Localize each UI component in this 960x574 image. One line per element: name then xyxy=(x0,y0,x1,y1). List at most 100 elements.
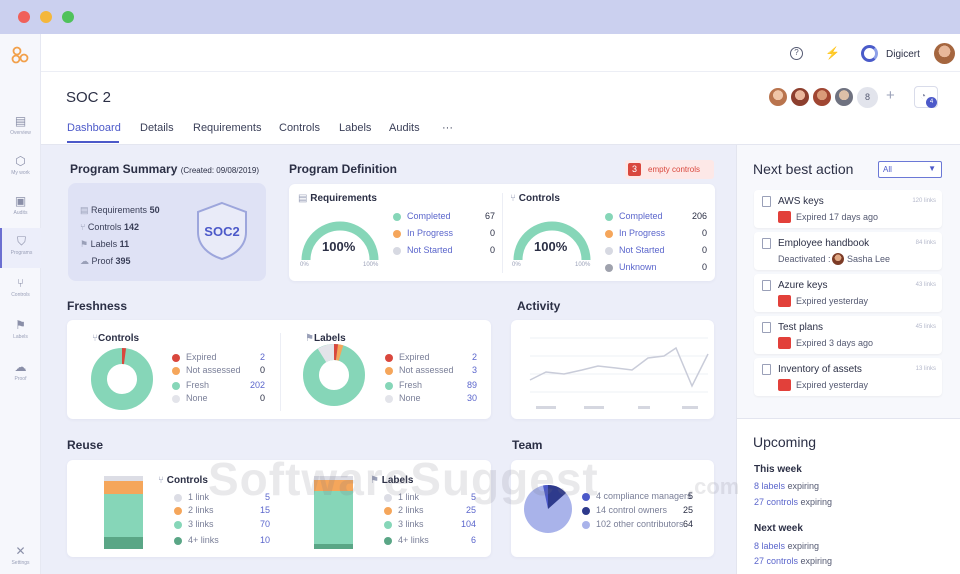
controls-gauge-max: 100% xyxy=(575,262,591,268)
rl-2-links-value[interactable]: 25 xyxy=(465,505,476,515)
req-legend-not-started: Not Started xyxy=(393,243,453,257)
member-avatar[interactable] xyxy=(811,86,833,108)
nba-item-links: 84 links xyxy=(915,240,936,246)
member-avatar[interactable] xyxy=(833,86,855,108)
minimize-window-button[interactable] xyxy=(40,11,52,23)
tab-audits[interactable]: Audits xyxy=(389,122,420,134)
help-icon[interactable]: ? xyxy=(790,47,803,60)
sidebar-item-programs[interactable]: ⛉ Programs xyxy=(0,228,41,268)
fc-expired: Expired xyxy=(172,350,217,364)
sidebar-item-proof[interactable]: ☁ Proof xyxy=(14,360,27,382)
tab-details[interactable]: Details xyxy=(140,122,174,134)
rl-2-links: 2 links xyxy=(384,503,424,517)
fc-fresh-value[interactable]: 202 xyxy=(249,380,265,390)
upcoming-title: Upcoming xyxy=(753,434,817,450)
rl-1-link-value[interactable]: 5 xyxy=(470,492,476,502)
soc2-shield-badge: SOC2 xyxy=(197,201,247,261)
nba-filter-select[interactable]: All ▼ xyxy=(878,161,942,178)
bookmark-icon xyxy=(762,280,771,291)
nba-item[interactable]: AWS keys 120 links Expired 17 days ago xyxy=(754,190,942,228)
tab-more[interactable]: ··· xyxy=(442,122,453,134)
nba-item[interactable]: Test plans 45 links Expired 3 days ago xyxy=(754,316,942,354)
rc-2-links: 2 links xyxy=(174,503,214,517)
tab-dashboard[interactable]: Dashboard xyxy=(67,122,121,134)
user-avatar[interactable] xyxy=(934,43,955,64)
fl-fresh-value[interactable]: 89 xyxy=(466,380,477,390)
fl-expired-value[interactable]: 2 xyxy=(471,352,477,362)
member-avatar[interactable] xyxy=(789,86,811,108)
watermark-tld: .com xyxy=(688,474,740,499)
rc-4plus-links-value[interactable]: 10 xyxy=(259,535,270,545)
sidebar-item-my-work[interactable]: ⬡ My work xyxy=(11,154,30,176)
this-week-title: This week xyxy=(754,464,802,475)
fl-fresh: Fresh xyxy=(385,378,422,392)
sasha-lee-avatar xyxy=(832,253,844,265)
sidebar-item-controls[interactable]: ⑂ Controls xyxy=(11,276,30,298)
app-logo[interactable] xyxy=(11,46,29,64)
page-title: SOC 2 xyxy=(66,89,112,106)
org-name[interactable]: Digicert xyxy=(886,49,920,60)
tools-icon: ✕ xyxy=(15,544,26,558)
nba-item-user: Sasha Lee xyxy=(847,254,891,264)
requirements-percent: 100% xyxy=(322,239,356,254)
nba-item[interactable]: Azure keys 43 links Expired yesterday xyxy=(754,274,942,312)
this-week-controls-link[interactable]: 27 controls xyxy=(754,497,799,507)
close-window-button[interactable] xyxy=(18,11,30,23)
ctrl-legend-not-started: Not Started xyxy=(605,243,665,257)
shield-icon: ⛉ xyxy=(16,234,26,248)
fl-expired: Expired xyxy=(385,350,430,364)
nba-item-title: Azure keys xyxy=(778,280,828,291)
fc-not-assessed-value: 0 xyxy=(259,365,265,375)
cube-icon: ⬡ xyxy=(15,154,26,168)
nba-item[interactable]: Inventory of assets 13 links Expired yes… xyxy=(754,358,942,396)
divider xyxy=(280,333,281,411)
empty-controls-count: 3 xyxy=(628,163,641,176)
member-avatar[interactable] xyxy=(767,86,789,108)
sidebar-item-settings[interactable]: ✕ Settings xyxy=(11,544,30,566)
sidebar-item-overview[interactable]: ▤ Overview xyxy=(10,114,31,136)
fl-not-assessed-value[interactable]: 3 xyxy=(471,365,477,375)
rl-3-links-value[interactable]: 104 xyxy=(460,519,476,529)
rl-4plus-links-value[interactable]: 6 xyxy=(470,535,476,545)
next-best-action-title: Next best action xyxy=(753,161,854,177)
nba-item-links: 43 links xyxy=(915,282,936,288)
summary-row-requirements: ▤ Requirements 50 xyxy=(80,205,160,215)
sidebar-item-audits[interactable]: ▣ Audits xyxy=(13,194,28,216)
next-week-controls-link[interactable]: 27 controls xyxy=(754,556,799,566)
nba-item[interactable]: Employee handbook 84 links Deactivated :… xyxy=(754,232,942,270)
empty-controls-badge[interactable]: 3 empty controls xyxy=(625,160,714,179)
maximize-window-button[interactable] xyxy=(62,11,74,23)
notification-badge: 4 xyxy=(926,97,937,108)
chevron-down-icon: ▼ xyxy=(928,164,936,173)
fl-none-value[interactable]: 30 xyxy=(466,393,477,403)
rc-1-link-value[interactable]: 5 xyxy=(264,492,270,502)
team-pie-chart xyxy=(524,484,572,533)
this-week-labels-link[interactable]: 8 labels xyxy=(754,481,786,491)
sidebar-item-labels[interactable]: ⚑ Labels xyxy=(13,318,28,340)
rl-1-link: 1 link xyxy=(384,490,419,504)
fc-expired-value[interactable]: 2 xyxy=(259,352,265,362)
nba-item-links: 120 links xyxy=(912,198,936,204)
add-member-button[interactable]: + xyxy=(886,87,895,104)
tab-labels[interactable]: Labels xyxy=(339,122,372,134)
tab-controls[interactable]: Controls xyxy=(279,122,320,134)
reuse-labels-title: ⚑ Labels xyxy=(370,475,414,486)
program-definition-title: Program Definition xyxy=(289,162,398,176)
reuse-title: Reuse xyxy=(67,438,104,452)
ctrl-in-progress-value: 0 xyxy=(701,228,707,238)
definition-controls-title: ⑂ Controls xyxy=(510,193,560,204)
notifications-button[interactable]: ◔ 4 xyxy=(914,86,938,108)
fl-not-assessed: Not assessed xyxy=(385,363,454,377)
req-not-started-value: 0 xyxy=(489,245,495,255)
member-count[interactable]: 8 xyxy=(857,87,878,108)
watermark: SoftwareSuggest xyxy=(208,453,599,505)
tab-requirements[interactable]: Requirements xyxy=(193,122,262,134)
this-week-labels: 8 labels expiring xyxy=(754,481,820,491)
fc-not-assessed: Not assessed xyxy=(172,363,241,377)
rc-2-links-value[interactable]: 15 xyxy=(259,505,270,515)
rc-3-links-value[interactable]: 70 xyxy=(259,519,270,529)
plug-icon[interactable]: ⚡ xyxy=(825,46,840,60)
next-week-labels-link[interactable]: 8 labels xyxy=(754,541,786,551)
summary-row-labels: ⚑ Labels 11 xyxy=(80,239,130,249)
fl-none: None xyxy=(385,391,421,405)
